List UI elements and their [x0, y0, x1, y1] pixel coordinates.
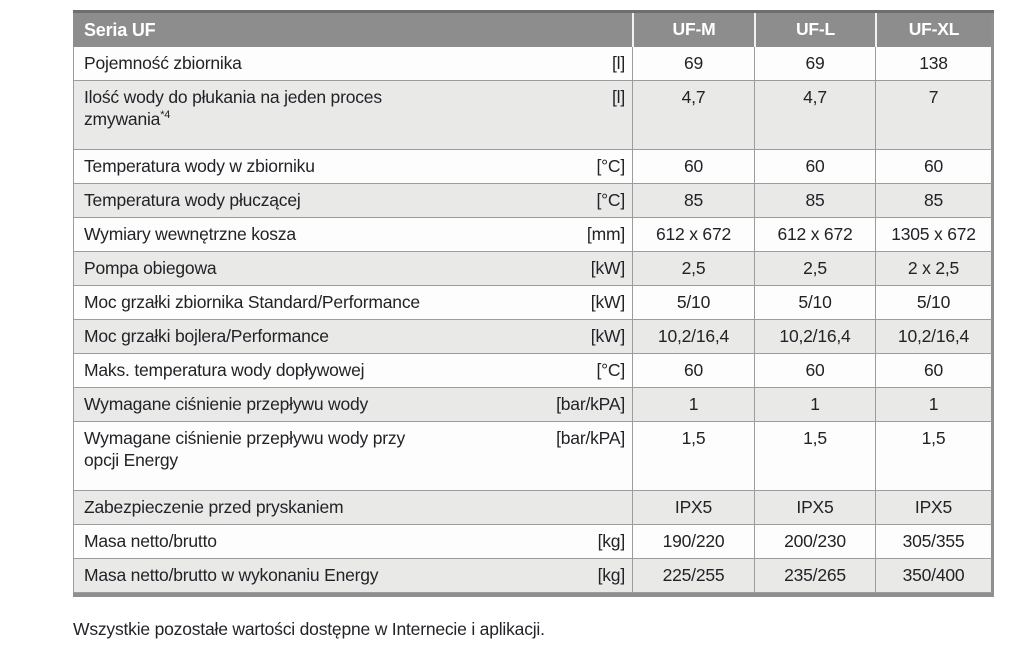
row-unit: [°C] [596, 190, 625, 210]
value-uf-xl: 60 [875, 354, 991, 387]
row-unit: [kW] [590, 292, 625, 312]
row-label: Temperatura wody płuczącej [84, 190, 301, 210]
value-uf-xl: 350/400 [875, 559, 991, 592]
value-uf-l: 5/10 [754, 286, 875, 319]
value-uf-xl: 138 [875, 47, 991, 80]
row-unit: [kg] [597, 531, 626, 551]
row-label: Zabezpieczenie przed pryskaniem [84, 497, 344, 517]
value-uf-l: 85 [754, 184, 875, 217]
value-uf-xl: 2 x 2,5 [875, 252, 991, 285]
value-uf-m: 225/255 [632, 559, 754, 592]
row-label: Pojemność zbiornika [84, 53, 242, 73]
row-unit: [kg] [597, 565, 626, 585]
value-uf-m: 190/220 [632, 525, 754, 558]
value-uf-m: 69 [632, 47, 754, 80]
table-row: Zabezpieczenie przed pryskaniem IPX5 IPX… [73, 491, 994, 525]
table-header-row: Seria UF UF-M UF-L UF-XL [73, 13, 994, 47]
row-unit: [°C] [596, 360, 625, 380]
table-row: Ilość wody do płukania na jeden proces z… [73, 81, 994, 150]
value-uf-l: 4,7 [754, 81, 875, 149]
row-unit: [°C] [596, 156, 625, 176]
value-uf-xl: 85 [875, 184, 991, 217]
table-row: Temperatura wody w zbiorniku [°C] 60 60 … [73, 150, 994, 184]
table-row: Moc grzałki bojlera/Performance [kW] 10,… [73, 320, 994, 354]
value-uf-xl: 305/355 [875, 525, 991, 558]
table-row: Wymiary wewnętrzne kosza [mm] 612 x 672 … [73, 218, 994, 252]
value-uf-m: 10,2/16,4 [632, 320, 754, 353]
value-uf-l: IPX5 [754, 491, 875, 524]
value-uf-l: 69 [754, 47, 875, 80]
row-label: Masa netto/brutto [84, 531, 217, 551]
value-uf-m: 4,7 [632, 81, 754, 149]
table-row: Temperatura wody płuczącej [°C] 85 85 85 [73, 184, 994, 218]
value-uf-m: 60 [632, 150, 754, 183]
table-row: Wymagane ciśnienie przepływu wody przy o… [73, 422, 994, 491]
table-row: Pojemność zbiornika [l] 69 69 138 [73, 47, 994, 81]
value-uf-m: 5/10 [632, 286, 754, 319]
row-unit: [mm] [586, 224, 625, 244]
table-row: Masa netto/brutto w wykonaniu Energy [kg… [73, 559, 994, 593]
row-label: Ilość wody do płukania na jeden proces z… [84, 87, 382, 129]
row-unit: [bar/kPA] [556, 394, 625, 414]
column-header-uf-l: UF-L [754, 13, 875, 47]
value-uf-xl: 7 [875, 81, 991, 149]
table-bottom-rule [73, 593, 994, 597]
spec-table: Seria UF UF-M UF-L UF-XL Pojemność zbior… [73, 10, 994, 597]
row-label: Masa netto/brutto w wykonaniu Energy [84, 565, 379, 585]
value-uf-m: 612 x 672 [632, 218, 754, 251]
row-unit: [l] [611, 87, 625, 107]
table-title: Seria UF [84, 20, 156, 40]
value-uf-l: 2,5 [754, 252, 875, 285]
column-header-uf-m: UF-M [632, 13, 754, 47]
table-top-rule [73, 10, 994, 13]
value-uf-m: IPX5 [632, 491, 754, 524]
value-uf-l: 1 [754, 388, 875, 421]
value-uf-l: 60 [754, 150, 875, 183]
value-uf-l: 10,2/16,4 [754, 320, 875, 353]
value-uf-m: 1 [632, 388, 754, 421]
table-row: Maks. temperatura wody dopływowej [°C] 6… [73, 354, 994, 388]
value-uf-xl: 5/10 [875, 286, 991, 319]
row-label: Moc grzałki bojlera/Performance [84, 326, 329, 346]
value-uf-l: 60 [754, 354, 875, 387]
value-uf-l: 1,5 [754, 422, 875, 490]
table-row: Moc grzałki zbiornika Standard/Performan… [73, 286, 994, 320]
value-uf-xl: 60 [875, 150, 991, 183]
column-header-uf-xl: UF-XL [875, 13, 991, 47]
table-row: Wymagane ciśnienie przepływu wody [bar/k… [73, 388, 994, 422]
table-row: Pompa obiegowa [kW] 2,5 2,5 2 x 2,5 [73, 252, 994, 286]
row-unit: [kW] [590, 258, 625, 278]
value-uf-xl: IPX5 [875, 491, 991, 524]
row-label: Wymiary wewnętrzne kosza [84, 224, 296, 244]
value-uf-xl: 1 [875, 388, 991, 421]
value-uf-l: 612 x 672 [754, 218, 875, 251]
value-uf-m: 85 [632, 184, 754, 217]
row-label: Wymagane ciśnienie przepływu wody [84, 394, 369, 414]
row-label: Pompa obiegowa [84, 258, 217, 278]
row-label: Maks. temperatura wody dopływowej [84, 360, 365, 380]
value-uf-xl: 1305 x 672 [875, 218, 991, 251]
row-unit: [kW] [590, 326, 625, 346]
row-label: Wymagane ciśnienie przepływu wody przy o… [84, 428, 405, 470]
footnote: Wszystkie pozostałe wartości dostępne w … [73, 619, 545, 639]
row-unit: [bar/kPA] [556, 428, 625, 448]
row-label: Temperatura wody w zbiorniku [84, 156, 315, 176]
value-uf-m: 60 [632, 354, 754, 387]
value-uf-xl: 1,5 [875, 422, 991, 490]
value-uf-l: 235/265 [754, 559, 875, 592]
row-label: Moc grzałki zbiornika Standard/Performan… [84, 292, 420, 312]
value-uf-l: 200/230 [754, 525, 875, 558]
row-unit: [l] [611, 53, 625, 73]
value-uf-xl: 10,2/16,4 [875, 320, 991, 353]
value-uf-m: 1,5 [632, 422, 754, 490]
table-row: Masa netto/brutto [kg] 190/220 200/230 3… [73, 525, 994, 559]
value-uf-m: 2,5 [632, 252, 754, 285]
table-body: Pojemność zbiornika [l] 69 69 138 Ilość … [73, 47, 994, 593]
